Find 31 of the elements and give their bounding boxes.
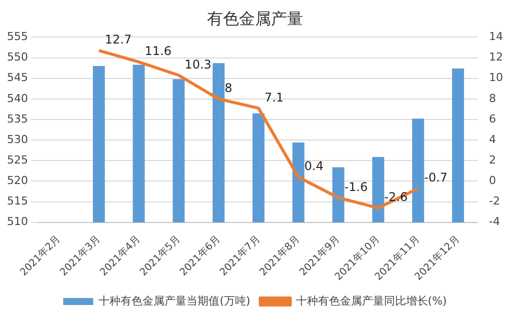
data-label: 0.4 [304,159,324,174]
y-tick-label: 545 [6,71,28,84]
y2-tick-label: 8 [489,92,496,105]
y2-tick-label: 12 [489,50,504,64]
y2-tick-label: 4 [489,132,496,146]
data-label: 8 [224,81,232,96]
data-label: -0.7 [424,170,448,185]
chart-title: 有色金属产量 [207,8,303,28]
y-tick-label: 515 [6,194,28,208]
y-tick-label: 520 [6,174,28,188]
y2-tick-label: 6 [489,112,496,126]
y2-tick-label: 14 [489,30,504,44]
y-tick-label: 555 [6,30,28,44]
y2-tick-label: 10 [489,71,504,84]
y-tick-label: 525 [6,154,28,167]
y-tick-label: 530 [6,132,28,146]
y2-tick-label: 2 [489,154,496,167]
data-label: 11.6 [144,44,172,58]
data-label: 7.1 [264,90,284,104]
y-tick-label: 540 [6,92,28,105]
data-label: 10.3 [184,57,212,72]
y2-tick-label: 0 [489,174,496,188]
y-tick-label: 550 [6,50,28,64]
legend-label: 十种有色金属产量同比增长(%) [296,294,447,308]
y-tick-label: 535 [6,112,28,126]
y2-tick-label: -4 [489,215,500,228]
y-tick-label: 510 [6,215,28,228]
y2-tick-label: -2 [489,194,500,208]
data-label: -1.6 [344,180,368,194]
data-label: 12.7 [104,32,132,47]
legend-label: 十种有色金属产量当期值(万吨) [98,294,250,308]
